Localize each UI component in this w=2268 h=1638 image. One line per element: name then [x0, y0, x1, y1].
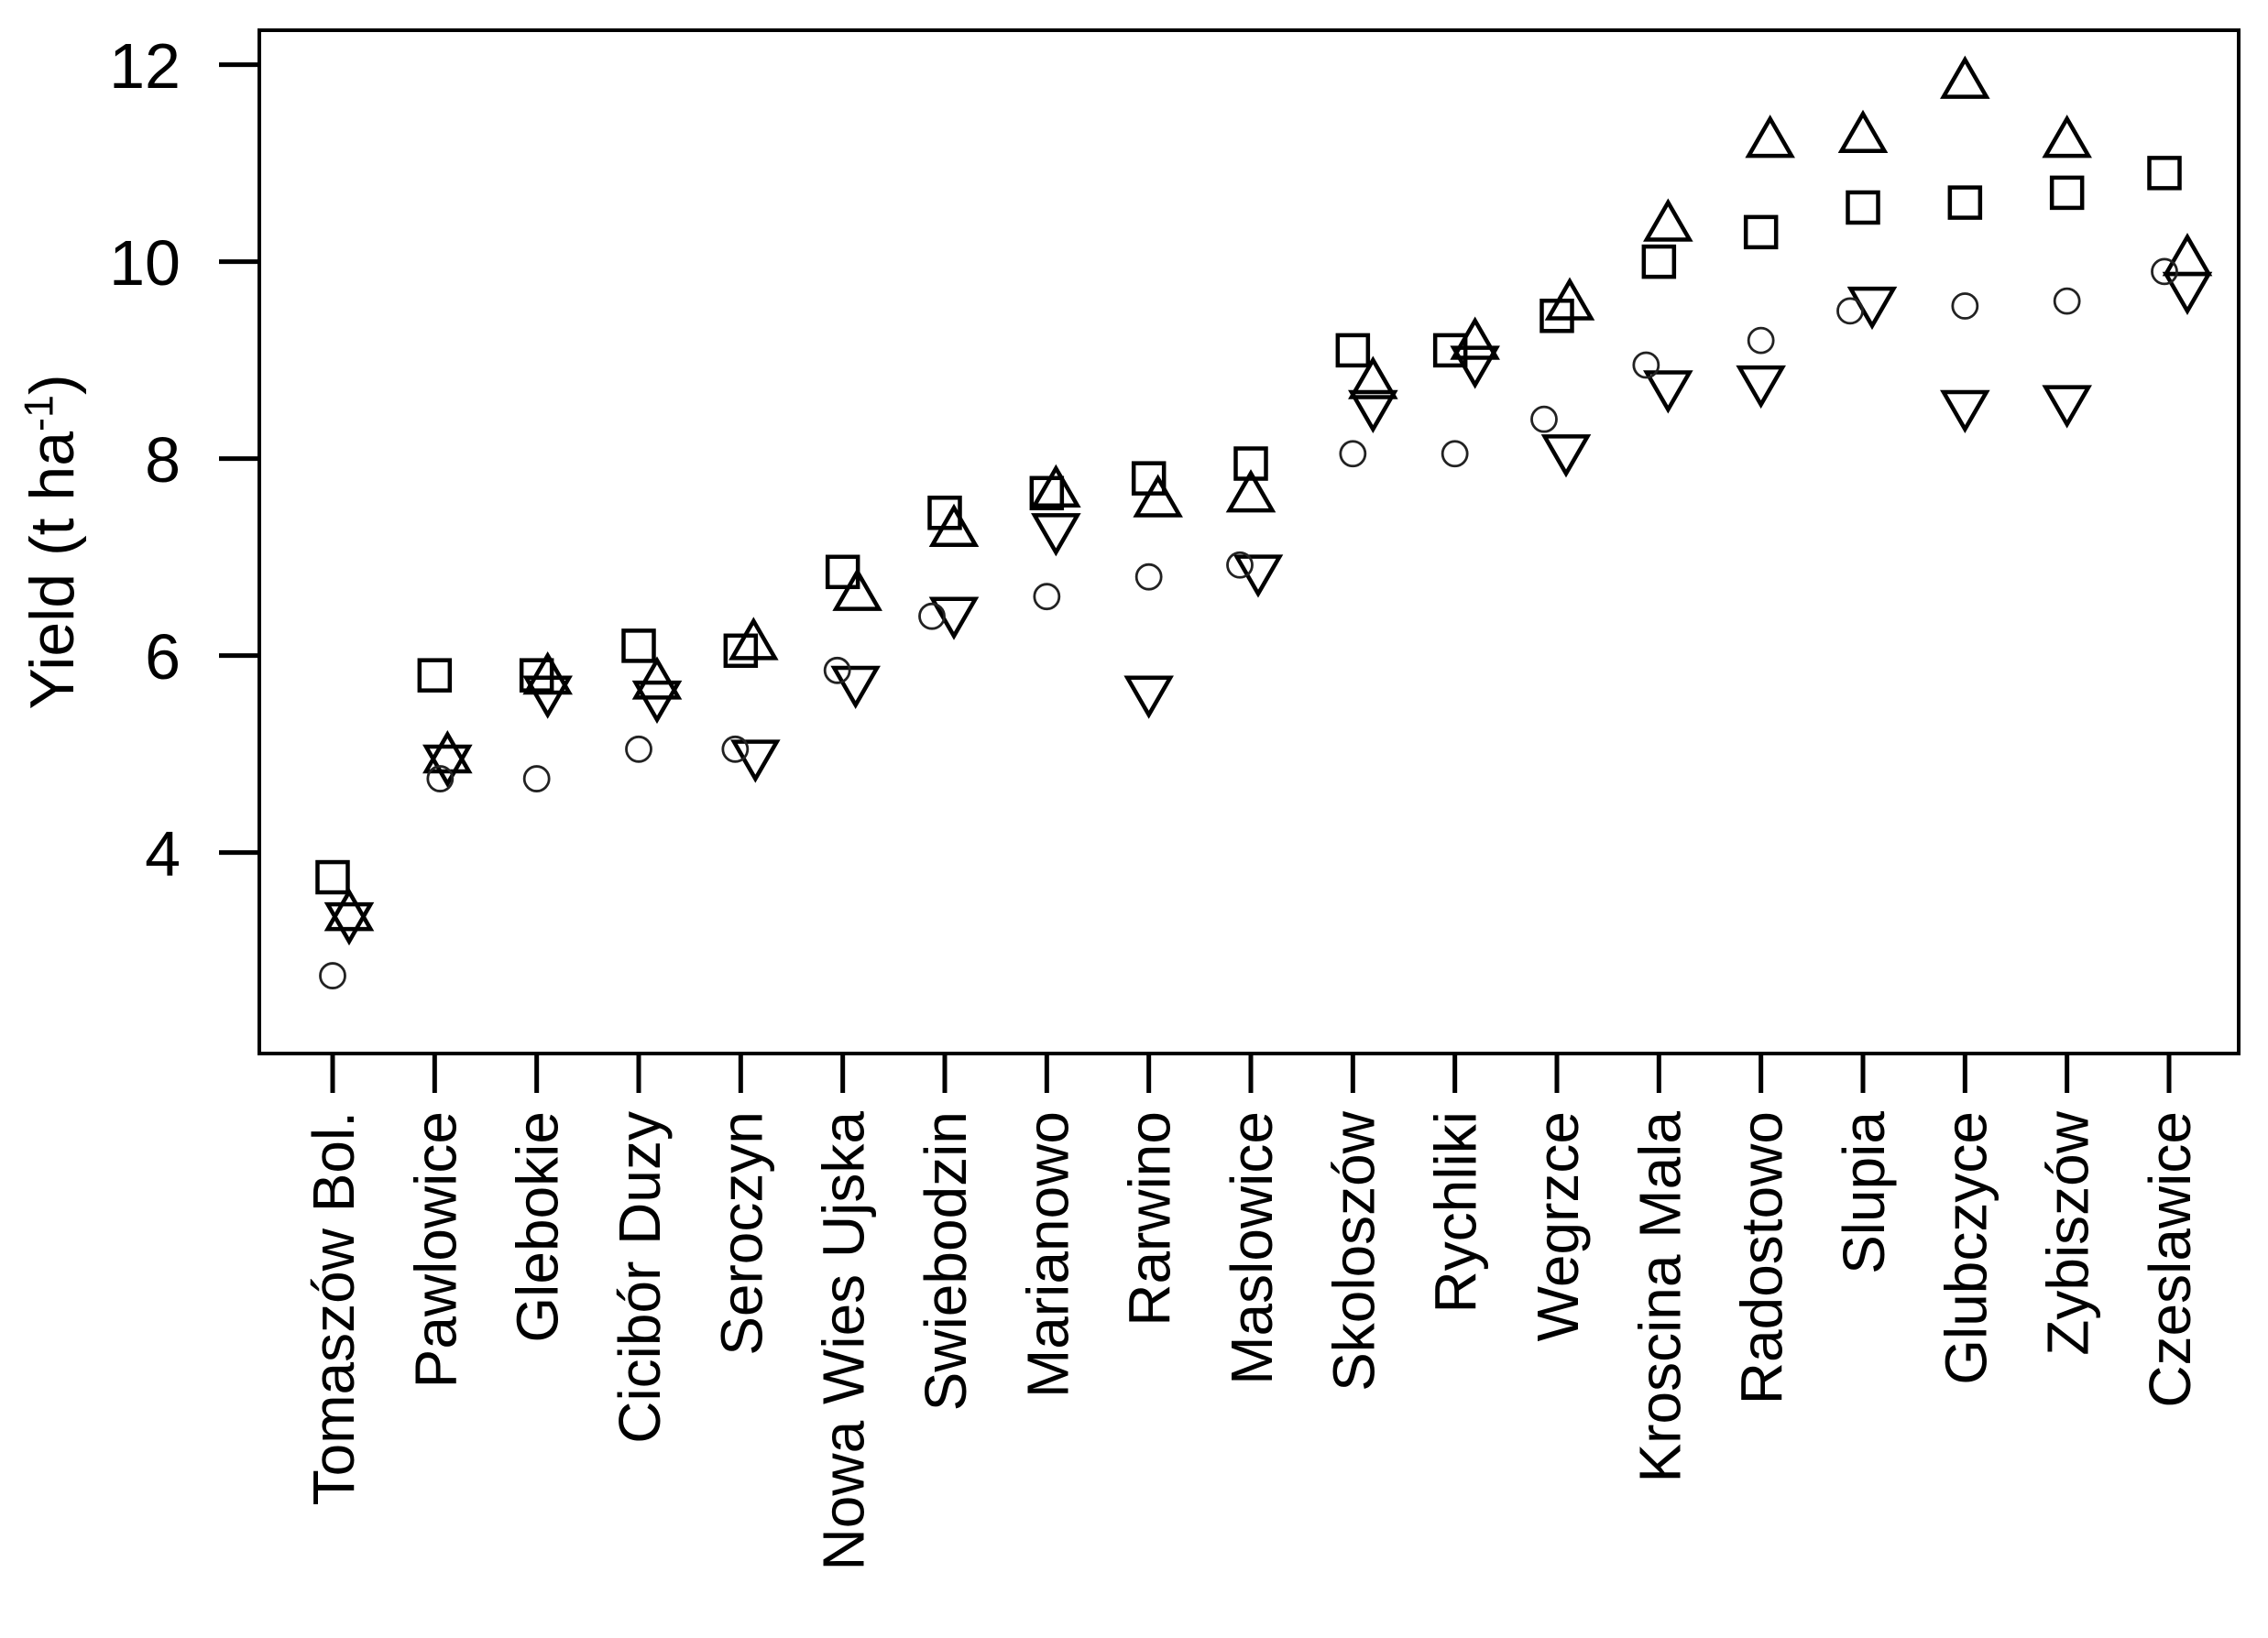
x-category-label: Slupia: [1831, 1111, 1897, 1274]
marker-square: [927, 496, 962, 530]
marker-triangle-up: [1450, 316, 1500, 360]
marker-triangle-up: [832, 567, 882, 611]
marker-triangle-up: [1031, 464, 1081, 508]
marker-square: [2049, 175, 2085, 211]
marker-triangle-down: [1031, 513, 1081, 557]
marker-triangle-down: [730, 739, 781, 783]
marker-triangle-down: [830, 665, 881, 710]
marker-triangle-down: [1736, 365, 1786, 410]
marker-square: [1743, 214, 1779, 250]
marker-square: [1846, 190, 1880, 225]
marker-circle: [1339, 440, 1367, 468]
y-tick-label: 8: [145, 424, 181, 496]
marker-triangle-down: [1940, 389, 1990, 434]
x-category-label: Rarwino: [1117, 1111, 1183, 1327]
x-category-label: Zybiszów: [2035, 1110, 2101, 1356]
marker-circle: [319, 962, 346, 989]
marker-triangle-down: [522, 675, 573, 719]
x-category-label: Marianowo: [1014, 1111, 1080, 1398]
marker-triangle-up: [928, 503, 980, 548]
marker-triangle-down: [1450, 345, 1500, 389]
y-axis-title: Yield (t ha-1): [16, 374, 87, 709]
marker-circle: [1747, 326, 1775, 355]
marker-triangle-up: [1745, 115, 1795, 158]
marker-square: [1432, 333, 1468, 368]
marker-triangle-down: [1348, 389, 1398, 434]
marker-circle: [1530, 405, 1558, 433]
x-category-label: Glubczyce: [1933, 1111, 1999, 1385]
x-category-label: Glebokie: [505, 1111, 571, 1343]
marker-circle: [2053, 287, 2081, 315]
marker-triangle-up: [1225, 469, 1276, 513]
marker-circle: [1836, 297, 1864, 325]
x-category-label: Kroscina Mala: [1627, 1111, 1693, 1483]
marker-square: [1029, 475, 1065, 511]
marker-square: [1947, 185, 1983, 220]
x-category-label: Swiebodzin: [913, 1111, 979, 1411]
y-tick-label: 6: [145, 621, 181, 693]
marker-square: [621, 628, 656, 663]
marker-circle: [1951, 292, 1979, 320]
plot-border: [257, 28, 2241, 1055]
marker-triangle-up: [323, 888, 375, 932]
x-category-label: Nowa Wies Ujska: [811, 1111, 877, 1571]
marker-triangle-down: [1643, 370, 1693, 414]
marker-triangle-down: [631, 680, 683, 725]
x-category-label: Seroczyn: [708, 1111, 774, 1356]
marker-square: [519, 658, 554, 693]
marker-square: [1641, 244, 1677, 279]
x-category-label: Skoloszów: [1320, 1110, 1386, 1392]
marker-triangle-down: [1233, 554, 1284, 598]
marker-triangle-up: [1133, 474, 1183, 518]
marker-triangle-up: [2162, 233, 2213, 277]
marker-circle: [1033, 583, 1061, 611]
marker-circle: [426, 765, 455, 792]
marker-triangle-up: [1940, 55, 1990, 99]
marker-square: [315, 859, 350, 895]
marker-triangle-down: [1123, 675, 1174, 719]
y-tick-label: 4: [145, 818, 181, 890]
marker-circle: [522, 765, 551, 792]
marker-circle: [2151, 257, 2178, 286]
marker-triangle-up: [1643, 198, 1693, 242]
x-category-label: Rychliki: [1423, 1111, 1489, 1313]
marker-triangle-up: [2042, 115, 2092, 158]
marker-triangle-up: [729, 617, 779, 661]
marker-circle: [918, 602, 946, 630]
marker-triangle-up: [631, 656, 683, 700]
marker-circle: [1441, 440, 1469, 468]
x-category-label: Maslowice: [1219, 1111, 1285, 1385]
marker-triangle-up: [422, 730, 473, 774]
marker-circle: [1134, 562, 1163, 591]
marker-triangle-up: [1348, 355, 1398, 399]
x-category-label: Tomaszów Bol.: [301, 1111, 367, 1505]
marker-triangle-up: [1544, 277, 1595, 321]
marker-triangle-down: [2162, 271, 2213, 316]
marker-triangle-down: [422, 744, 473, 789]
x-category-label: Wegrzce: [1525, 1111, 1591, 1341]
marker-square: [1335, 333, 1371, 368]
marker-triangle-down: [1540, 434, 1592, 478]
x-category-label: Cicibór Duzy: [607, 1111, 673, 1444]
marker-square: [417, 658, 453, 693]
y-tick-label: 10: [109, 227, 181, 299]
marker-triangle-down: [2042, 385, 2092, 429]
marker-triangle-up: [1837, 109, 1889, 154]
marker-square: [723, 633, 759, 669]
marker-circle: [721, 735, 750, 763]
marker-circle: [1226, 551, 1254, 579]
y-tick-label: 12: [109, 30, 181, 102]
marker-square: [1233, 446, 1268, 481]
marker-triangle-up: [522, 651, 573, 695]
marker-triangle-down: [323, 901, 375, 946]
x-category-label: Radostowo: [1729, 1111, 1795, 1404]
x-category-label: Czeslawice: [2137, 1111, 2203, 1408]
marker-circle: [625, 735, 652, 763]
marker-circle: [1632, 351, 1660, 379]
marker-square: [2147, 156, 2182, 191]
x-category-label: Pawlowice: [402, 1111, 468, 1388]
marker-circle: [823, 656, 851, 684]
